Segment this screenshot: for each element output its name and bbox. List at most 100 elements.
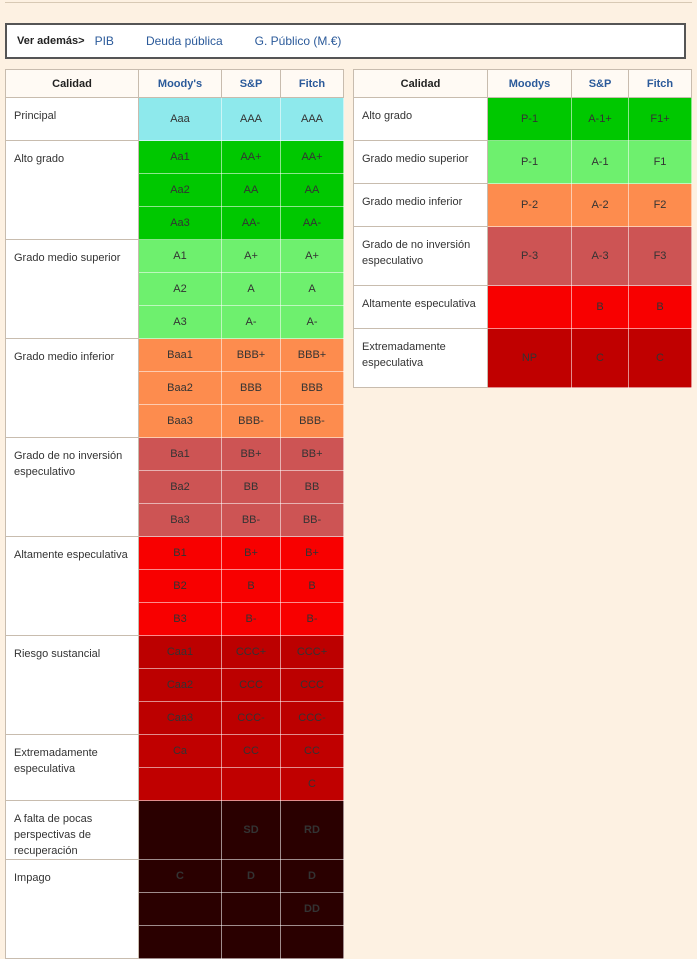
quality-label: Alto grado	[353, 97, 488, 141]
rating-fitch: AA-	[280, 206, 344, 240]
rating-moodys: Caa1	[138, 635, 222, 669]
rating-row: Extremadamente especulativa NP C C	[353, 328, 692, 388]
top-divider	[5, 0, 692, 3]
rating-row: Caa3 CCC- CCC-	[6, 701, 344, 735]
rating-moodys: Caa3	[138, 701, 222, 735]
rating-fitch: A	[280, 272, 344, 306]
rating-sp: CCC-	[221, 701, 281, 735]
quality-label: Grado medio superior	[353, 140, 488, 184]
rating-sp	[221, 767, 281, 801]
header-sp[interactable]: S&P	[221, 69, 281, 98]
rating-sp: D	[221, 859, 281, 893]
quality-label: Principal	[5, 97, 139, 141]
rating-sp: A-1	[571, 140, 629, 184]
rating-moodys: P-1	[487, 97, 572, 141]
rating-sp: BBB+	[221, 338, 281, 372]
quality-label: Grado medio inferior	[5, 338, 139, 438]
rating-moodys: B2	[138, 569, 222, 603]
header-moodys[interactable]: Moody's	[138, 69, 222, 98]
see-also-label: Ver además>	[17, 35, 85, 47]
rating-fitch: AA+	[280, 140, 344, 174]
rating-moodys	[138, 925, 222, 959]
rating-row: Grado medio inferior Baa1 BBB+ BBB+	[5, 338, 344, 438]
rating-fitch: RD	[280, 800, 344, 860]
link-gasto-publico[interactable]: G. Público (M.€)	[254, 34, 342, 48]
quality-label: Grado medio superior	[5, 239, 139, 339]
rating-moodys: C	[138, 859, 222, 893]
rating-moodys	[138, 800, 222, 860]
rating-sp: BB-	[221, 503, 281, 537]
rating-moodys: B1	[138, 536, 222, 570]
rating-fitch: F1	[628, 140, 692, 184]
rating-fitch: B-	[280, 602, 344, 636]
header-quality: Calidad	[5, 69, 139, 98]
rating-fitch: BBB+	[280, 338, 344, 372]
rating-row: A3 A- A-	[6, 305, 344, 339]
rating-fitch: CCC	[280, 668, 344, 702]
rating-fitch: AA	[280, 173, 344, 207]
rating-row: Principal Aaa AAA AAA	[5, 97, 344, 141]
link-deuda-publica[interactable]: Deuda pública	[145, 34, 223, 48]
rating-fitch: F1+	[628, 97, 692, 141]
rating-moodys: Baa2	[138, 371, 222, 405]
rating-moodys: Aa3	[138, 206, 222, 240]
rating-row: Riesgo sustancial Caa1 CCC+ CCC+	[5, 635, 344, 735]
rating-sp: B+	[221, 536, 281, 570]
rating-moodys	[138, 767, 222, 801]
rating-row: B2 B B	[6, 569, 344, 603]
rating-moodys: P-3	[487, 226, 572, 286]
rating-fitch: A+	[280, 239, 344, 273]
table-header-row: Calidad Moodys S&P Fitch	[353, 69, 692, 98]
rating-fitch: F2	[628, 183, 692, 227]
quality-label: Grado medio inferior	[353, 183, 488, 227]
rating-fitch: B	[628, 285, 692, 329]
header-moodys[interactable]: Moodys	[487, 69, 572, 98]
rating-fitch: BB+	[280, 437, 344, 471]
header-sp[interactable]: S&P	[571, 69, 629, 98]
rating-moodys: A1	[138, 239, 222, 273]
rating-fitch: C	[628, 328, 692, 388]
link-pib[interactable]: PIB	[94, 34, 114, 48]
rating-fitch	[280, 925, 344, 959]
rating-moodys	[487, 285, 572, 329]
quality-label: Grado de no inversión especulativo	[353, 226, 488, 286]
rating-fitch: DD	[280, 892, 344, 926]
rating-sp: BBB-	[221, 404, 281, 438]
rating-row: Impago C D D	[5, 859, 344, 959]
rating-sp: AA	[221, 173, 281, 207]
quality-label: Extremadamente especulativa	[5, 734, 139, 801]
header-fitch[interactable]: Fitch	[280, 69, 344, 98]
rating-sp: BB+	[221, 437, 281, 471]
rating-sp: A	[221, 272, 281, 306]
rating-sp	[221, 892, 281, 926]
rating-row: Extremadamente especulativa Ca CC CC	[5, 734, 344, 801]
rating-row: Grado medio inferior P-2 A-2 F2	[353, 183, 692, 227]
header-fitch[interactable]: Fitch	[628, 69, 692, 98]
rating-sp: BB	[221, 470, 281, 504]
rating-fitch: BB-	[280, 503, 344, 537]
rating-moodys: NP	[487, 328, 572, 388]
rating-row: Baa2 BBB BBB	[6, 371, 344, 405]
rating-sp: A+	[221, 239, 281, 273]
rating-moodys: Ba1	[138, 437, 222, 471]
quality-label: A falta de pocas perspectivas de recuper…	[5, 800, 139, 860]
rating-row: Caa2 CCC CCC	[6, 668, 344, 702]
rating-row: Altamente especulativa B1 B+ B+	[5, 536, 344, 636]
rating-fitch: F3	[628, 226, 692, 286]
rating-moodys: Ba2	[138, 470, 222, 504]
rating-row: Alto grado P-1 A-1+ F1+	[353, 97, 692, 141]
quality-label: Impago	[5, 859, 139, 959]
quality-label: Grado de no inversión especulativo	[5, 437, 139, 537]
rating-moodys: Aa1	[138, 140, 222, 174]
rating-sp: AA+	[221, 140, 281, 174]
rating-row: Aa3 AA- AA-	[6, 206, 344, 240]
rating-moodys: Ca	[138, 734, 222, 768]
long-term-ratings-table: Calidad Moody's S&P Fitch Principal Aaa AA…	[5, 69, 344, 959]
rating-moodys: Caa2	[138, 668, 222, 702]
rating-row: DD	[6, 892, 344, 926]
rating-moodys: A2	[138, 272, 222, 306]
rating-sp: B-	[221, 602, 281, 636]
rating-sp: C	[571, 328, 629, 388]
quality-label: Riesgo sustancial	[5, 635, 139, 735]
rating-moodys: Baa3	[138, 404, 222, 438]
